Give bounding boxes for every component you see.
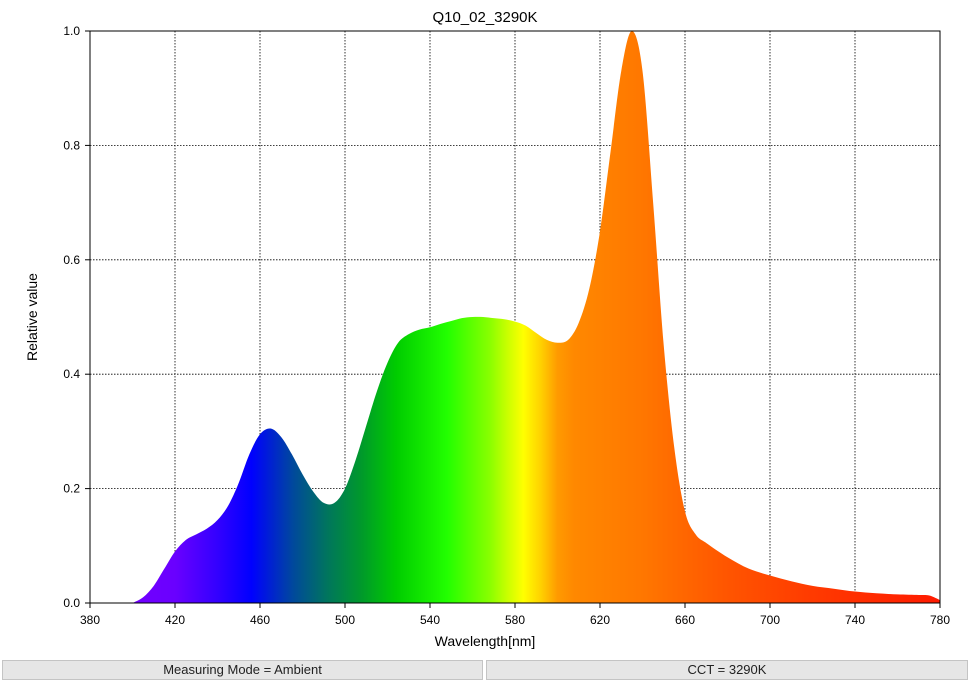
grid-lines	[90, 31, 940, 603]
y-tick-label: 1.0	[63, 24, 80, 38]
x-tick-label: 460	[250, 613, 270, 627]
y-tick-label: 0.2	[63, 482, 80, 496]
x-tick-label: 580	[505, 613, 525, 627]
chart-title: Q10_02_3290K	[432, 9, 537, 26]
x-tick-label: 500	[335, 613, 355, 627]
x-tick-label: 380	[80, 613, 100, 627]
x-tick-label: 660	[675, 613, 695, 627]
y-tick-label: 0.4	[63, 367, 80, 381]
x-tick-label: 740	[845, 613, 865, 627]
cct-status: CCT = 3290K	[486, 660, 968, 680]
spectrum-chart: Q10_02_3290K 380 420 460 500 540 580 620 660 700…	[24, 9, 950, 649]
y-tick-label: 0.8	[63, 138, 80, 152]
x-tick-label: 620	[590, 613, 610, 627]
x-tick-label: 420	[165, 613, 185, 627]
x-tick-label: 540	[420, 613, 440, 627]
x-tick-label: 700	[760, 613, 780, 627]
y-tick-label: 0.0	[63, 596, 80, 610]
x-axis-label: Wavelength[nm]	[435, 633, 536, 649]
status-bar: Measuring Mode = Ambient CCT = 3290K	[0, 658, 970, 683]
axis-ticks: 380 420 460 500 540 580 620 660 700 740 780 0.0 0.2 0…	[63, 24, 950, 627]
y-axis-label: Relative value	[24, 273, 40, 361]
x-tick-label: 780	[930, 613, 950, 627]
y-tick-label: 0.6	[63, 253, 80, 267]
spectrum-area	[132, 31, 940, 603]
measuring-mode-status: Measuring Mode = Ambient	[2, 660, 483, 680]
